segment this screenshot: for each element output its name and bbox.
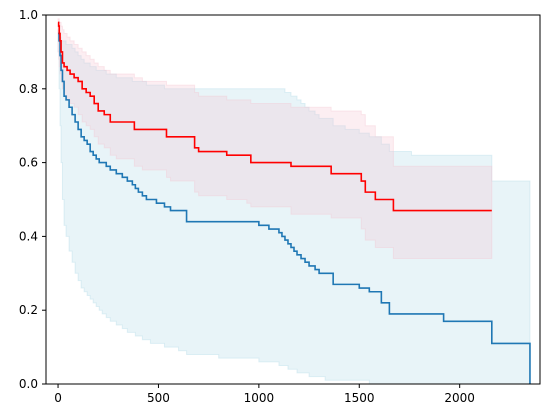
x-axis: 0 500 1000 1500 2000: [54, 384, 475, 405]
x-tick-label: 1500: [344, 391, 375, 405]
survival-lines: [57, 21, 531, 384]
y-tick-label: 0.8: [19, 82, 38, 96]
survival-line-2: [57, 21, 492, 212]
confidence-bands: [57, 18, 531, 384]
confidence-band-2: [57, 18, 493, 260]
y-tick-label: 0.4: [19, 229, 38, 243]
y-axis: 0.0 0.2 0.4 0.6 0.8 1.0: [19, 8, 46, 391]
confidence-band-1: [57, 29, 531, 384]
x-tick-label: 0: [54, 391, 62, 405]
axes-frame: [45, 14, 541, 385]
x-tick-label: 500: [147, 391, 170, 405]
plot-area: [57, 18, 531, 384]
survival-line-1: [58, 32, 531, 384]
y-tick-label: 0.2: [19, 303, 38, 317]
y-tick-label: 1.0: [19, 8, 38, 22]
x-tick-label: 1000: [244, 391, 275, 405]
x-tick-label: 2000: [444, 391, 475, 405]
y-tick-label: 0.0: [19, 377, 38, 391]
y-tick-label: 0.6: [19, 156, 38, 170]
